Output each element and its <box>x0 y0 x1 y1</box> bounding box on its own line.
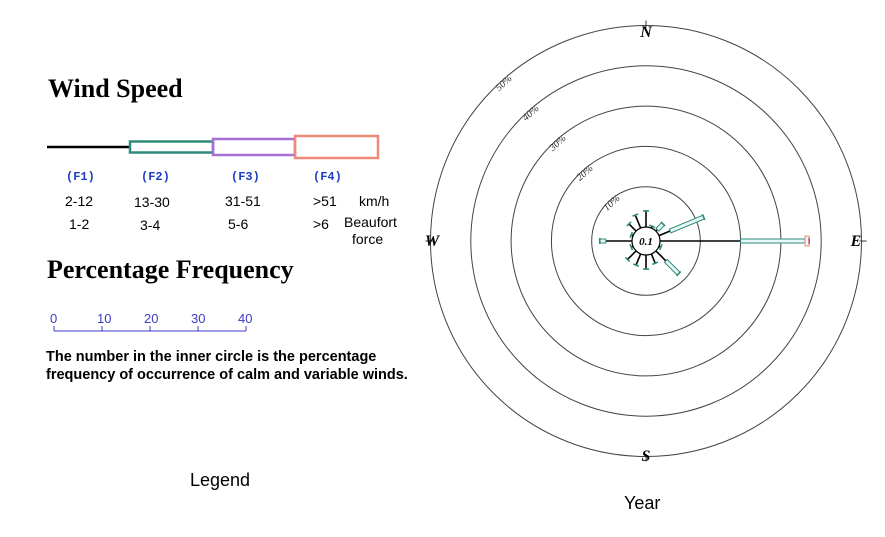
bar-end-ssw <box>632 263 640 267</box>
kmh-range-f1: 2-12 <box>65 193 94 209</box>
chart-caption: Year <box>624 493 661 513</box>
wind-speed-bar <box>47 134 380 160</box>
beaufort-range-f1: 1-2 <box>69 216 90 232</box>
ring-label-50: 50% <box>494 73 515 93</box>
ring-label-40: 40% <box>521 103 542 123</box>
beaufort-range-f3: 5-6 <box>228 216 249 232</box>
bar-end-ne <box>660 221 666 227</box>
legend-caption: Legend <box>190 470 251 490</box>
bar-nw-f1 <box>628 223 637 232</box>
kmh-range-f2: 13-30 <box>134 194 170 210</box>
calm-circle: 0.1 <box>631 226 661 256</box>
bar-ene-f1 <box>658 230 671 237</box>
class-code-f2: (F2) <box>141 170 170 184</box>
ring-label-10: 10% <box>602 193 623 213</box>
bar-ssw-f1 <box>635 253 642 266</box>
scale-tick-label-0: 0 <box>50 311 58 326</box>
compass-label-w: W <box>425 233 441 250</box>
bar-end-nnw <box>632 213 639 217</box>
class-code-f4: (F4) <box>313 170 342 184</box>
scale-tick-label-10: 10 <box>97 311 112 326</box>
percentage-frequency-title: Percentage Frequency <box>47 255 294 284</box>
compass-label-e: E <box>850 233 862 250</box>
bar-end-se <box>676 271 682 277</box>
bar-end-nne <box>649 224 656 229</box>
compass-label-n: N <box>639 24 653 41</box>
kmh-unit: km/h <box>359 193 390 209</box>
scale-tick-label-30: 30 <box>191 311 206 326</box>
bar-w-f2 <box>599 238 607 244</box>
kmh-range-f4: >51 <box>313 193 337 209</box>
wind-rose-chart: 0.1 10% 20% 30%40% 50% N S W E <box>425 20 867 465</box>
bar-end-sse <box>652 261 659 266</box>
speed-bar-f4 <box>293 134 380 160</box>
bar-sse-f1 <box>650 253 656 264</box>
kmh-range-f3: 31-51 <box>225 193 261 209</box>
compass-label-s: S <box>642 448 651 465</box>
class-code-f3: (F3) <box>231 170 260 184</box>
bar-se-f1 <box>655 250 667 262</box>
percentage-scale: 0 10 20 30 40 <box>44 309 264 339</box>
wind-speed-title: Wind Speed <box>48 74 183 103</box>
scale-tick-label-20: 20 <box>144 311 159 326</box>
ring-label-30: 30% <box>547 133 569 154</box>
beaufort-range-f2: 3-4 <box>140 217 161 233</box>
class-code-f1: (F1) <box>66 170 95 184</box>
bar-e-f2 <box>740 238 806 244</box>
ring-label-20: 20% <box>575 163 596 183</box>
scale-tick-label-40: 40 <box>238 311 253 326</box>
direction-bars <box>598 210 810 277</box>
calm-winds-note: The number in the inner circle is the pe… <box>46 349 408 383</box>
speed-bar-f3 <box>211 137 297 157</box>
beaufort-range-f4: >6 <box>313 216 329 232</box>
speed-bar-f2 <box>128 140 215 154</box>
bar-nnw-f1 <box>634 214 642 229</box>
beaufort-unit-line2: force <box>352 231 384 247</box>
beaufort-unit-line1: Beaufort <box>344 214 397 230</box>
calm-value-label: 0.1 <box>639 236 653 248</box>
compass-ticks <box>425 20 867 462</box>
bar-se-f2 <box>663 258 681 276</box>
calm-circle-outline <box>631 226 661 256</box>
bar-end-wsw <box>629 244 634 251</box>
bar-end-ese <box>658 244 663 251</box>
bar-e-f4 <box>804 235 810 247</box>
bar-end-ene <box>701 214 706 221</box>
bar-end-sw <box>624 256 631 263</box>
scale-axis <box>53 326 247 332</box>
ring-40 <box>470 65 822 417</box>
bar-sw-f1 <box>626 250 637 261</box>
bar-end-nw <box>626 221 632 227</box>
bar-end-wnw <box>629 231 634 238</box>
